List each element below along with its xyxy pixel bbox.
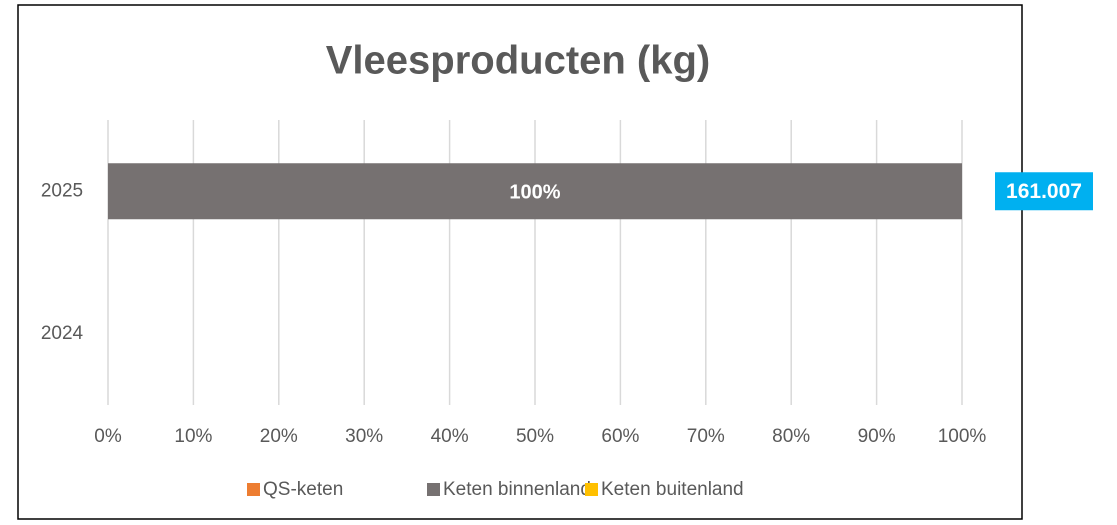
x-tick-label: 60% xyxy=(601,426,639,447)
x-tick-label: 30% xyxy=(345,426,383,447)
legend-label: Keten buitenland xyxy=(601,479,744,500)
data-label: 100% xyxy=(509,182,560,204)
x-tick-label: 40% xyxy=(431,426,469,447)
chart-title: Vleesproducten (kg) xyxy=(326,39,711,83)
x-tick-label: 90% xyxy=(858,426,896,447)
legend-swatch xyxy=(427,483,440,496)
legend-swatch xyxy=(585,483,598,496)
bar-segment xyxy=(108,163,962,220)
x-tick-label: 0% xyxy=(94,426,122,447)
x-tick-label: 80% xyxy=(772,426,810,447)
y-tick-label: 2025 xyxy=(41,180,83,201)
chart-border xyxy=(17,4,1023,520)
total-label-box xyxy=(995,172,1093,211)
x-tick-label: 100% xyxy=(938,426,987,447)
x-tick-label: 10% xyxy=(174,426,212,447)
x-tick-label: 70% xyxy=(687,426,725,447)
y-tick-label: 2024 xyxy=(41,323,84,344)
legend-swatch xyxy=(247,483,260,496)
x-tick-label: 20% xyxy=(260,426,298,447)
x-tick-label: 50% xyxy=(516,426,554,447)
legend-label: QS-keten xyxy=(263,479,343,500)
total-label: 161.007 xyxy=(1006,180,1082,203)
legend-label: Keten binnenland xyxy=(443,479,591,500)
